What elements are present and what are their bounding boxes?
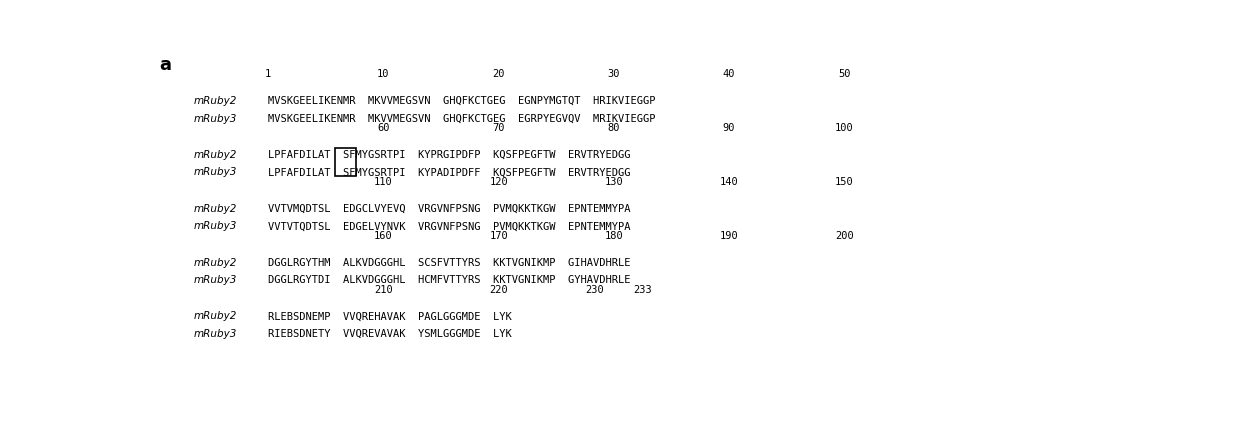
Text: a: a <box>160 56 172 74</box>
Text: 90: 90 <box>722 123 735 133</box>
Text: mRuby3: mRuby3 <box>193 275 237 285</box>
Text: 230: 230 <box>585 285 605 295</box>
Text: 190: 190 <box>720 231 738 241</box>
Text: mRuby3: mRuby3 <box>193 329 237 339</box>
Text: mRuby2: mRuby2 <box>193 312 237 321</box>
Text: LPFAFDILAT  SFMYGSRTPI  KYPADIPDFF  KQSFPEGFTW  ERVTRYEDGG: LPFAFDILAT SFMYGSRTPI KYPADIPDFF KQSFPEG… <box>268 167 631 177</box>
Text: RIEBSDNETY  VVQREVAVAK  YSMLGGGMDE  LYK: RIEBSDNETY VVQREVAVAK YSMLGGGMDE LYK <box>268 329 512 339</box>
Text: 120: 120 <box>489 177 508 187</box>
Text: VVTVTQDTSL  EDGELVYNVK  VRGVNFPSNG  PVMQKKTKGW  EPNTEMMYPA: VVTVTQDTSL EDGELVYNVK VRGVNFPSNG PVMQKKT… <box>268 221 631 231</box>
Text: 160: 160 <box>374 231 393 241</box>
Text: mRuby3: mRuby3 <box>193 167 237 177</box>
Text: 10: 10 <box>377 69 389 80</box>
Text: 40: 40 <box>722 69 735 80</box>
Text: 140: 140 <box>720 177 738 187</box>
Text: mRuby2: mRuby2 <box>193 257 237 267</box>
Text: mRuby2: mRuby2 <box>193 204 237 214</box>
Text: 220: 220 <box>489 285 508 295</box>
Text: DGGLRGYTDI  ALKVDGGGHL  HCMFVTTYRS  KKTVGNIKMP  GYHAVDHRLE: DGGLRGYTDI ALKVDGGGHL HCMFVTTYRS KKTVGNI… <box>268 275 631 285</box>
Text: 70: 70 <box>492 123 504 133</box>
Text: 200: 200 <box>835 231 854 241</box>
Text: 80: 80 <box>607 123 620 133</box>
Text: 110: 110 <box>374 177 393 187</box>
Text: 210: 210 <box>374 285 393 295</box>
Text: 130: 130 <box>605 177 623 187</box>
Text: 100: 100 <box>835 123 854 133</box>
Text: 1: 1 <box>265 69 271 80</box>
Text: mRuby2: mRuby2 <box>193 150 237 160</box>
Bar <box>335 149 357 176</box>
Text: DGGLRGYTHM  ALKVDGGGHL  SCSFVTTYRS  KKTVGNIKMP  GIHAVDHRLE: DGGLRGYTHM ALKVDGGGHL SCSFVTTYRS KKTVGNI… <box>268 257 631 267</box>
Text: MVSKGEELIKENMR  MKVVMEGSVN  GHQFKCTGEG  EGRPYEGVQV  MRIKVIEGGP: MVSKGEELIKENMR MKVVMEGSVN GHQFKCTGEG EGR… <box>268 114 655 124</box>
Text: 20: 20 <box>492 69 504 80</box>
Text: 60: 60 <box>377 123 389 133</box>
Text: 150: 150 <box>835 177 854 187</box>
Text: 170: 170 <box>489 231 508 241</box>
Text: 233: 233 <box>633 285 652 295</box>
Text: 30: 30 <box>607 69 620 80</box>
Text: 50: 50 <box>838 69 850 80</box>
Text: mRuby3: mRuby3 <box>193 221 237 231</box>
Text: MVSKGEELIKENMR  MKVVMEGSVN  GHQFKCTGEG  EGNPYMGTQT  HRIKVIEGGP: MVSKGEELIKENMR MKVVMEGSVN GHQFKCTGEG EGN… <box>268 96 655 106</box>
Text: 180: 180 <box>605 231 623 241</box>
Text: mRuby2: mRuby2 <box>193 96 237 106</box>
Text: RLEBSDNEMP  VVQREHAVAK  PAGLGGGMDE  LYK: RLEBSDNEMP VVQREHAVAK PAGLGGGMDE LYK <box>268 312 512 321</box>
Text: VVTVMQDTSL  EDGCLVYEVQ  VRGVNFPSNG  PVMQKKTKGW  EPNTEMMYPA: VVTVMQDTSL EDGCLVYEVQ VRGVNFPSNG PVMQKKT… <box>268 204 631 214</box>
Text: mRuby3: mRuby3 <box>193 114 237 124</box>
Text: LPFAFDILAT  SFMYGSRTPI  KYPRGIPDFP  KQSFPEGFTW  ERVTRYEDGG: LPFAFDILAT SFMYGSRTPI KYPRGIPDFP KQSFPEG… <box>268 150 631 160</box>
